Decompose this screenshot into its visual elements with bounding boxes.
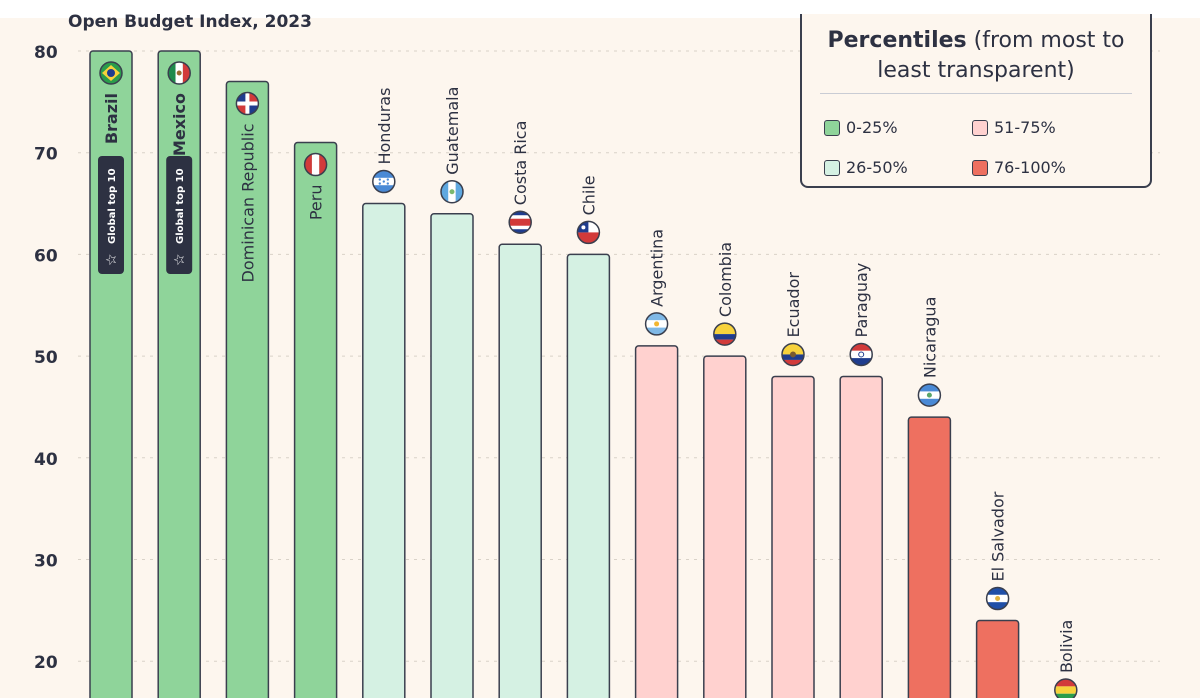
y-tick-label: 20 [34,653,58,673]
bar [975,619,1020,698]
y-tick-label: 30 [34,552,58,572]
country-label: Mexico [170,93,189,156]
legend-item-51-75: 51-75% [972,118,1056,137]
legend-item-26-50: 26-50% [824,158,908,177]
badge-label: Global top 10 [175,168,186,244]
bolivia-flag-icon [1054,678,1078,698]
argentina-flag-icon [644,312,669,336]
country-label: Nicaragua [920,297,939,379]
y-tick-label: 40 [34,450,58,470]
dominican-republic-flag-icon [235,91,260,116]
peru-flag-icon [303,152,328,177]
country-label: Brazil [102,93,121,144]
badge-label: Global top 10 [107,168,118,244]
country-label: Dominican Republic [238,124,257,283]
bar [225,80,270,698]
legend-item-0-25: 0-25% [824,118,898,137]
costa-rica-flag-icon [508,210,532,234]
bar [89,50,133,698]
legend-divider [820,93,1132,94]
legend-swatch [824,119,840,136]
country-label: Guatemala [443,87,462,175]
legend-label: 51-75% [994,118,1056,137]
legend-label: 76-100% [994,158,1066,177]
y-tick-label: 50 [34,348,58,368]
chart-title: Open Budget Index, 2023 [68,12,312,32]
legend-title: Percentiles (from most to least transpar… [802,26,1150,86]
bar [839,375,883,698]
guatemala-flag-icon [440,179,464,204]
bar [498,243,542,698]
y-tick-label: 70 [34,145,58,165]
bar [293,141,338,698]
bar [634,345,679,698]
bar [362,202,406,698]
nicaragua-flag-icon [917,383,942,407]
global-top10-badge: Global top 10 ☆ [166,156,193,274]
country-label: Chile [579,175,598,215]
colombia-flag-icon [713,322,737,346]
el-salvador-flag-icon [985,586,1010,611]
top-bar [0,0,1200,18]
legend: Percentiles (from most to least transpar… [800,14,1152,188]
country-label: Costa Rica [511,121,530,206]
legend-title-bold: Percentiles [827,28,967,53]
legend-swatch [972,159,988,176]
country-label: Paraguay [852,263,871,338]
bar [907,416,952,698]
country-label: Bolivia [1057,620,1076,673]
star-icon: ☆ [172,253,188,266]
star-icon: ☆ [104,253,120,266]
bar [566,253,611,698]
bar [430,212,474,698]
chile-flag-icon [576,220,601,245]
global-top10-badge: Global top 10 ☆ [98,156,124,274]
chart-title-layer: Open Budget Index, 2023 [68,12,312,32]
country-label: Argentina [648,229,667,307]
country-label: Ecuador [784,272,803,338]
country-label: Colombia [716,242,735,317]
country-label: Honduras [375,88,394,165]
legend-item-76-100: 76-100% [972,158,1066,177]
paraguay-flag-icon [849,342,873,367]
legend-title-rest: (from most to least transparent) [877,28,1125,83]
bar [771,375,815,698]
y-axis: 20 30 40 50 60 70 80 [34,43,58,673]
y-tick-label: 80 [34,43,58,63]
country-label: El Salvador [989,491,1008,581]
honduras-flag-icon [372,169,396,194]
bar [703,355,747,698]
bar-labels: Brazil Global top 10 ☆ Mexico Global top 10 ☆… [98,61,1078,698]
legend-swatch [972,119,988,136]
mexico-flag-icon [167,61,191,85]
brazil-flag-icon [99,61,123,85]
y-tick-label: 60 [34,246,58,266]
legend-swatch [824,159,840,176]
country-label: Peru [307,185,326,221]
legend-label: 26-50% [846,158,908,177]
legend-label: 0-25% [846,118,898,137]
ecuador-flag-icon [781,342,805,367]
